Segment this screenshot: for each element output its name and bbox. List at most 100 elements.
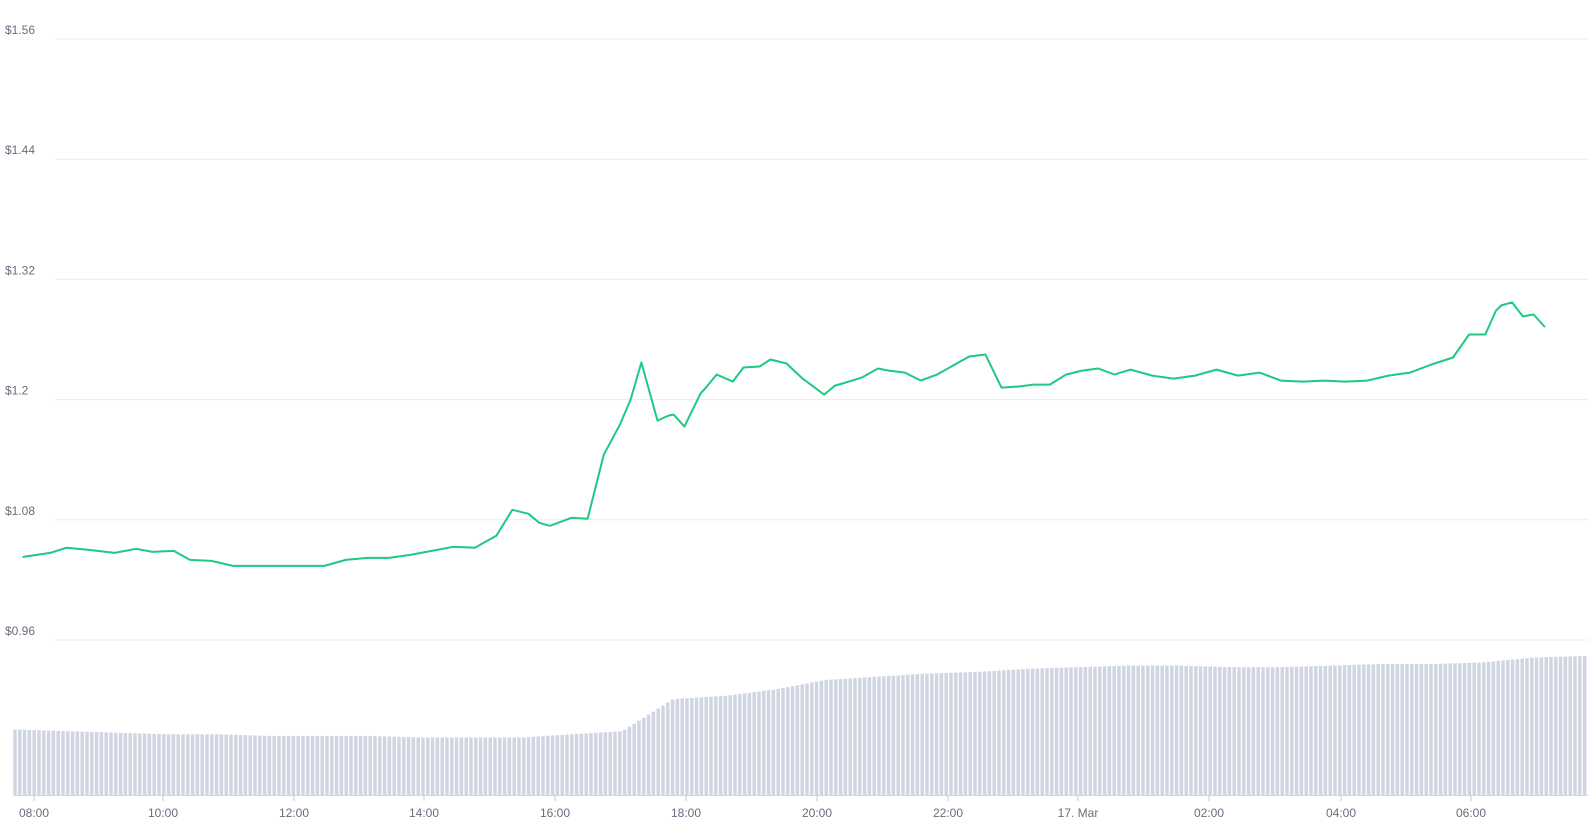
volume-bar xyxy=(128,733,132,795)
volume-bar xyxy=(647,715,651,795)
volume-bar xyxy=(781,688,785,795)
volume-bar xyxy=(1352,665,1356,795)
volume-bar xyxy=(623,730,627,795)
volume-bar xyxy=(1242,667,1246,795)
volume-bar xyxy=(176,734,180,795)
volume-bar xyxy=(277,736,281,795)
volume-bar xyxy=(66,731,70,795)
volume-bar xyxy=(868,677,872,795)
volume-bar xyxy=(1050,668,1054,795)
volume-bar xyxy=(1535,658,1539,795)
volume-bar xyxy=(1160,666,1164,795)
volume-bar xyxy=(738,694,742,795)
volume-bar xyxy=(1218,667,1222,795)
volume-bar xyxy=(844,679,848,795)
volume-bar xyxy=(1511,660,1515,795)
volume-bar xyxy=(1040,668,1044,795)
volume-bar xyxy=(517,737,521,795)
x-tick-label: 14:00 xyxy=(409,806,439,820)
volume-bar xyxy=(498,737,502,795)
volume-bar xyxy=(1319,666,1323,795)
volume-bar xyxy=(1559,657,1563,795)
volume-bar xyxy=(1031,669,1035,795)
volume-bar xyxy=(959,672,963,795)
volume-bar xyxy=(930,673,934,795)
y-tick-label: $1.32 xyxy=(5,263,35,277)
volume-bar xyxy=(181,734,185,795)
volume-bar xyxy=(1151,666,1155,795)
x-tick-label: 10:00 xyxy=(148,806,178,820)
volume-bar xyxy=(412,737,416,795)
volume-bar xyxy=(378,736,382,795)
volume-bar xyxy=(1396,664,1400,795)
volume-bar xyxy=(272,736,276,795)
volume-bar xyxy=(1304,666,1308,795)
volume-bar xyxy=(440,737,444,795)
volume-bar xyxy=(1122,666,1126,795)
volume-bar xyxy=(210,734,214,795)
volume-bar xyxy=(637,721,641,795)
volume-bar xyxy=(1194,666,1198,795)
volume-bar xyxy=(695,698,699,795)
volume-bar xyxy=(234,735,238,795)
grid-lines xyxy=(14,39,1588,796)
volume-bar xyxy=(335,736,339,795)
volume-bar xyxy=(1069,667,1073,795)
price-line xyxy=(23,302,1544,566)
volume-bar xyxy=(1098,667,1102,795)
volume-bar xyxy=(1501,661,1505,795)
volume-bar xyxy=(512,737,516,795)
volume-bar xyxy=(460,737,464,795)
volume-bar xyxy=(1525,658,1529,795)
volume-bar xyxy=(186,734,190,795)
volume-bar xyxy=(1506,660,1510,795)
volume-bar xyxy=(76,731,80,795)
volume-bar xyxy=(1064,668,1068,795)
volume-bar xyxy=(1348,665,1352,795)
x-tick-label: 17. Mar xyxy=(1058,806,1099,820)
volume-bar xyxy=(1328,666,1332,795)
volume-bar xyxy=(431,737,435,795)
x-tick-label: 16:00 xyxy=(540,806,570,820)
volume-bar xyxy=(200,734,204,795)
volume-bar xyxy=(1530,658,1534,795)
volume-bar xyxy=(354,736,358,795)
volume-bar xyxy=(18,730,22,795)
volume-bar xyxy=(940,673,944,795)
volume-bar xyxy=(1016,669,1020,795)
volume-bar xyxy=(282,736,286,795)
volume-bar xyxy=(541,736,545,795)
x-tick-label: 06:00 xyxy=(1456,806,1486,820)
volume-bar xyxy=(1045,668,1049,795)
volume-bar xyxy=(383,736,387,795)
volume-bar xyxy=(978,672,982,795)
volume-bar xyxy=(872,677,876,795)
volume-bar xyxy=(1482,662,1486,795)
volume-bar xyxy=(1516,659,1520,795)
volume-bar xyxy=(1429,664,1433,795)
volume-bar xyxy=(1199,666,1203,795)
volume-bar xyxy=(205,734,209,795)
volume-bar xyxy=(287,736,291,795)
volume-bar xyxy=(858,678,862,795)
volume-bar xyxy=(80,732,84,795)
volume-bar xyxy=(1583,656,1587,795)
volume-bar xyxy=(119,733,123,795)
volume-bar xyxy=(815,682,819,795)
volume-bar xyxy=(455,737,459,795)
volume-bar xyxy=(1444,664,1448,795)
volume-bar xyxy=(258,736,262,795)
volume-bar xyxy=(925,674,929,795)
volume-bar xyxy=(546,736,550,795)
volume-bar xyxy=(71,731,75,795)
volume-bar xyxy=(1549,657,1553,795)
volume-bar xyxy=(786,687,790,795)
volume-bar xyxy=(733,695,737,795)
volume-bar xyxy=(853,678,857,795)
volume-bar xyxy=(973,672,977,795)
volume-bar xyxy=(911,674,915,795)
volume-bar xyxy=(1002,670,1006,795)
volume-bar xyxy=(1568,656,1572,795)
volume-bar xyxy=(748,693,752,795)
